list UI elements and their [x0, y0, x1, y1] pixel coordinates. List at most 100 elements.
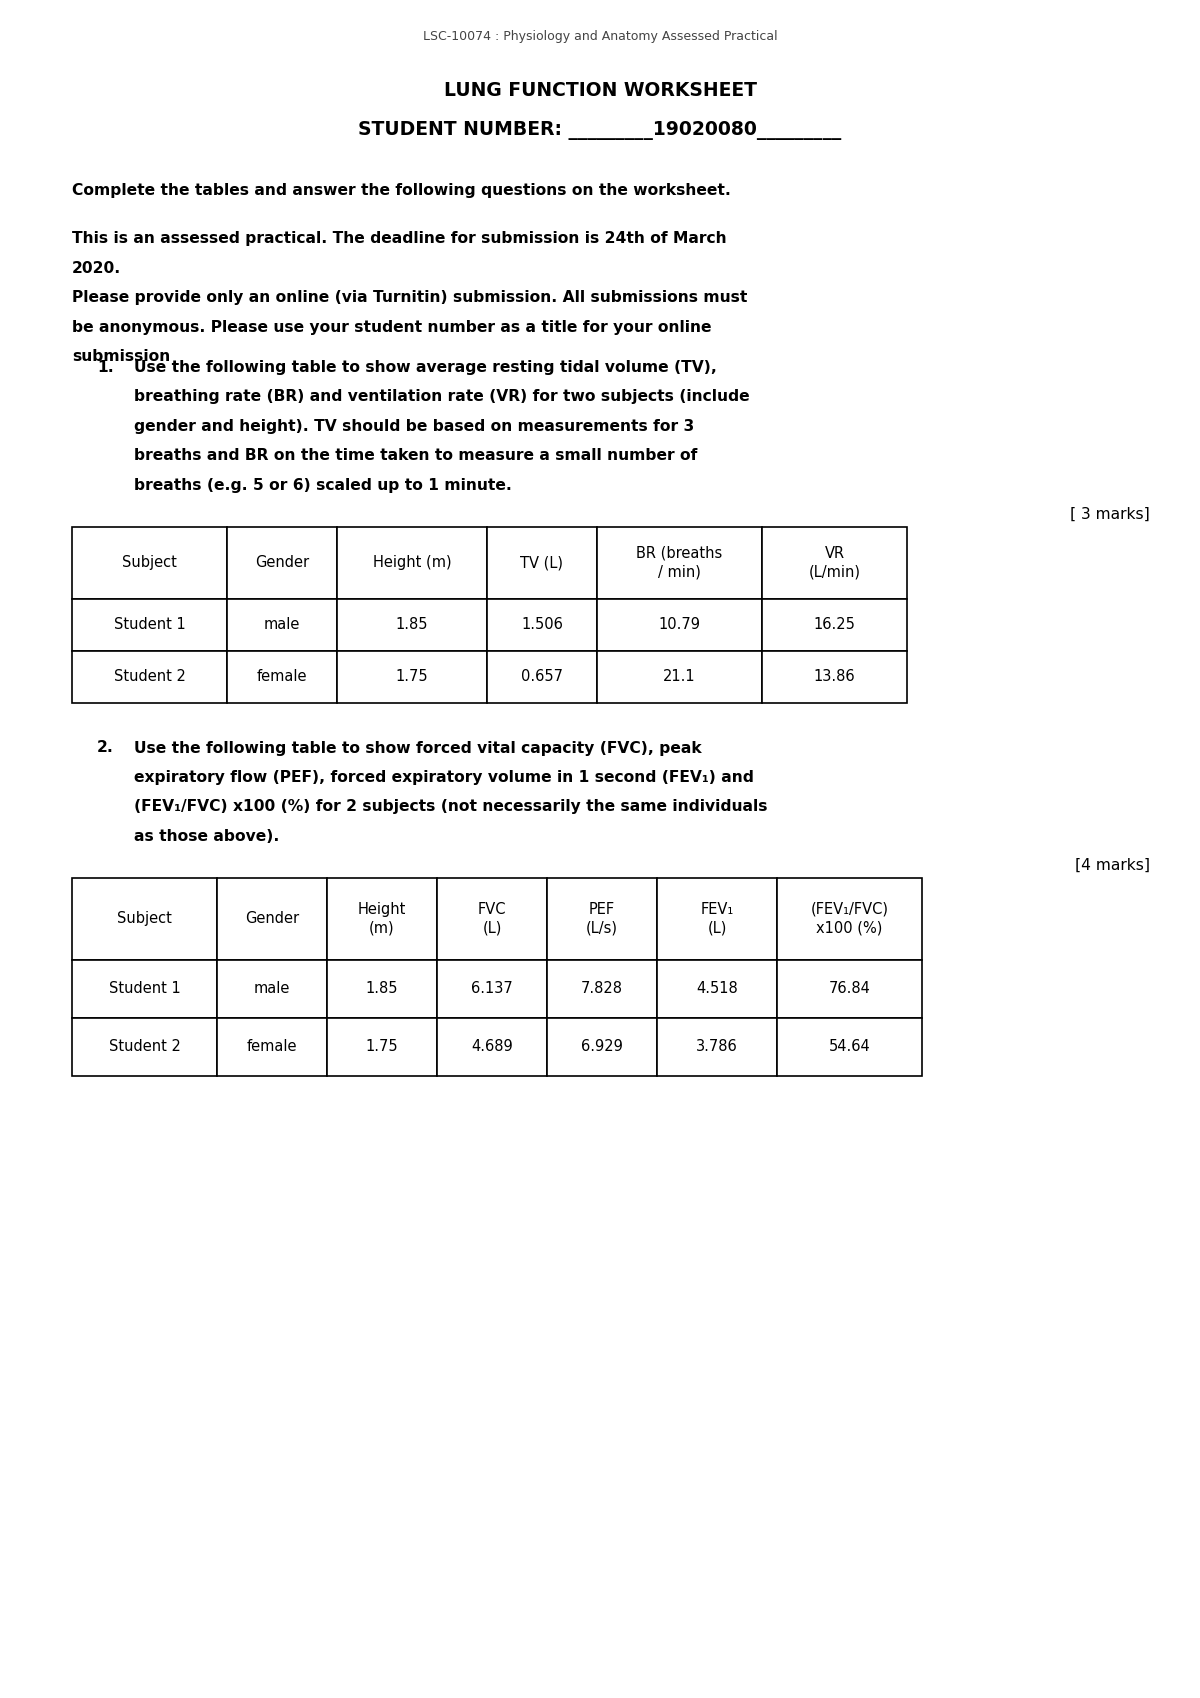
Bar	[762, 650, 907, 703]
Text: Student 1: Student 1	[114, 616, 185, 632]
Bar	[227, 650, 337, 703]
Text: FVC
(L): FVC (L)	[478, 902, 506, 936]
Bar	[337, 650, 487, 703]
Text: (FEV₁/FVC) x100 (%) for 2 subjects (not necessarily the same individuals: (FEV₁/FVC) x100 (%) for 2 subjects (not …	[134, 800, 768, 815]
Text: breaths (e.g. 5 or 6) scaled up to 1 minute.: breaths (e.g. 5 or 6) scaled up to 1 min…	[134, 479, 512, 492]
Bar	[547, 959, 658, 1017]
Text: TV (L): TV (L)	[521, 555, 564, 571]
Text: 13.86: 13.86	[814, 669, 856, 684]
Text: Student 1: Student 1	[109, 981, 180, 997]
Bar	[547, 878, 658, 959]
Text: female: female	[257, 669, 307, 684]
Text: Gender: Gender	[245, 912, 299, 925]
Text: Please provide only an online (via Turnitin) submission. All submissions must: Please provide only an online (via Turni…	[72, 290, 748, 306]
Bar	[658, 878, 778, 959]
Bar	[326, 959, 437, 1017]
Text: 6.929: 6.929	[581, 1039, 623, 1054]
Text: male: male	[264, 616, 300, 632]
Text: [4 marks]: [4 marks]	[1075, 857, 1150, 873]
Bar	[217, 959, 326, 1017]
Bar	[227, 598, 337, 650]
Bar	[762, 526, 907, 598]
Text: Use the following table to show average resting tidal volume (TV),: Use the following table to show average …	[134, 360, 716, 375]
Bar	[326, 878, 437, 959]
Bar	[337, 526, 487, 598]
Text: 3.786: 3.786	[696, 1039, 738, 1054]
Bar	[72, 1017, 217, 1075]
Bar	[778, 878, 922, 959]
Bar	[658, 1017, 778, 1075]
Text: This is an assessed practical. The deadline for submission is 24th of March: This is an assessed practical. The deadl…	[72, 231, 727, 246]
Text: 4.518: 4.518	[696, 981, 738, 997]
Bar	[72, 526, 227, 598]
Bar	[337, 598, 487, 650]
Text: 21.1: 21.1	[664, 669, 696, 684]
Bar	[778, 959, 922, 1017]
Text: 7.828: 7.828	[581, 981, 623, 997]
Bar	[217, 878, 326, 959]
Text: 10.79: 10.79	[659, 616, 701, 632]
Text: 76.84: 76.84	[828, 981, 870, 997]
Text: Use the following table to show forced vital capacity (FVC), peak: Use the following table to show forced v…	[134, 740, 702, 756]
Text: Height (m): Height (m)	[373, 555, 451, 571]
Text: 0.657: 0.657	[521, 669, 563, 684]
Text: STUDENT NUMBER: _________19020080_________: STUDENT NUMBER: _________19020080_______…	[359, 121, 841, 139]
Text: be anonymous. Please use your student number as a title for your online: be anonymous. Please use your student nu…	[72, 319, 712, 335]
Bar	[437, 1017, 547, 1075]
Text: Subject: Subject	[118, 912, 172, 925]
Text: [ 3 marks]: [ 3 marks]	[1070, 506, 1150, 521]
Bar	[487, 526, 598, 598]
Text: Height
(m): Height (m)	[358, 902, 406, 936]
Text: 54.64: 54.64	[829, 1039, 870, 1054]
Bar	[598, 526, 762, 598]
Bar	[547, 1017, 658, 1075]
Bar	[72, 959, 217, 1017]
Bar	[598, 598, 762, 650]
Text: submission: submission	[72, 350, 170, 363]
Text: 1.506: 1.506	[521, 616, 563, 632]
Text: male: male	[254, 981, 290, 997]
Bar	[437, 878, 547, 959]
Text: expiratory flow (PEF), forced expiratory volume in 1 second (FEV₁) and: expiratory flow (PEF), forced expiratory…	[134, 769, 754, 784]
Text: Student 2: Student 2	[114, 669, 186, 684]
Text: 2020.: 2020.	[72, 260, 121, 275]
Text: gender and height). TV should be based on measurements for 3: gender and height). TV should be based o…	[134, 419, 695, 435]
Bar	[217, 1017, 326, 1075]
Text: 4.689: 4.689	[472, 1039, 512, 1054]
Bar	[762, 598, 907, 650]
Text: VR
(L/min): VR (L/min)	[809, 545, 860, 579]
Text: Student 2: Student 2	[108, 1039, 180, 1054]
Text: 1.75: 1.75	[396, 669, 428, 684]
Text: (FEV₁/FVC)
x100 (%): (FEV₁/FVC) x100 (%)	[810, 902, 888, 936]
Bar	[72, 598, 227, 650]
Text: 1.: 1.	[97, 360, 114, 375]
Text: female: female	[247, 1039, 298, 1054]
Bar	[658, 959, 778, 1017]
Bar	[487, 598, 598, 650]
Text: as those above).: as those above).	[134, 829, 280, 844]
Text: LSC-10074 : Physiology and Anatomy Assessed Practical: LSC-10074 : Physiology and Anatomy Asses…	[422, 29, 778, 42]
Bar	[227, 526, 337, 598]
Text: Subject: Subject	[122, 555, 176, 571]
Text: PEF
(L/s): PEF (L/s)	[586, 902, 618, 936]
Bar	[778, 1017, 922, 1075]
Text: 2.: 2.	[97, 740, 114, 756]
Bar	[487, 650, 598, 703]
Text: breaths and BR on the time taken to measure a small number of: breaths and BR on the time taken to meas…	[134, 448, 697, 464]
Bar	[326, 1017, 437, 1075]
Text: 16.25: 16.25	[814, 616, 856, 632]
Text: BR (breaths
/ min): BR (breaths / min)	[636, 545, 722, 579]
Text: breathing rate (BR) and ventilation rate (VR) for two subjects (include: breathing rate (BR) and ventilation rate…	[134, 389, 750, 404]
Text: Complete the tables and answer the following questions on the worksheet.: Complete the tables and answer the follo…	[72, 183, 731, 199]
Text: 1.75: 1.75	[366, 1039, 398, 1054]
Text: 1.85: 1.85	[396, 616, 428, 632]
Bar	[437, 959, 547, 1017]
Text: Gender: Gender	[254, 555, 310, 571]
Text: 1.85: 1.85	[366, 981, 398, 997]
Bar	[72, 650, 227, 703]
Text: LUNG FUNCTION WORKSHEET: LUNG FUNCTION WORKSHEET	[444, 80, 756, 100]
Text: 6.137: 6.137	[472, 981, 512, 997]
Text: FEV₁
(L): FEV₁ (L)	[701, 902, 733, 936]
Bar	[72, 878, 217, 959]
Bar	[598, 650, 762, 703]
